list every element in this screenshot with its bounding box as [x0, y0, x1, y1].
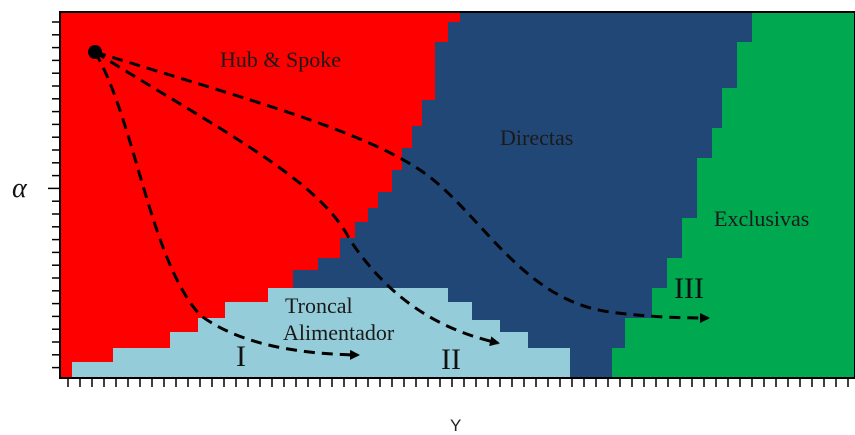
label-exclusivas: Exclusivas [714, 206, 809, 231]
label-hub-spoke: Hub & Spoke [220, 47, 341, 72]
region-directas [293, 12, 752, 378]
plot-frame [59, 11, 855, 379]
y-axis-ticks [48, 21, 60, 369]
y-axis-label: α [12, 173, 28, 204]
path-III [94, 50, 710, 323]
label-alimentador: Alimentador [283, 320, 395, 345]
x-axis-ticks [67, 378, 849, 387]
label-directas: Directas [500, 125, 573, 150]
path-label-III: III [674, 272, 704, 305]
path-II [94, 50, 500, 347]
region-hub-spoke [60, 12, 460, 378]
label-troncal: Troncal [285, 293, 353, 318]
region-exclusivas [612, 12, 855, 378]
x-axis-label: Y [450, 416, 461, 435]
path-I [93, 51, 360, 360]
path-label-II: II [441, 343, 461, 376]
origin-point [88, 45, 102, 59]
region-troncal-alimentador [72, 288, 570, 378]
path-label-I: I [236, 340, 246, 373]
